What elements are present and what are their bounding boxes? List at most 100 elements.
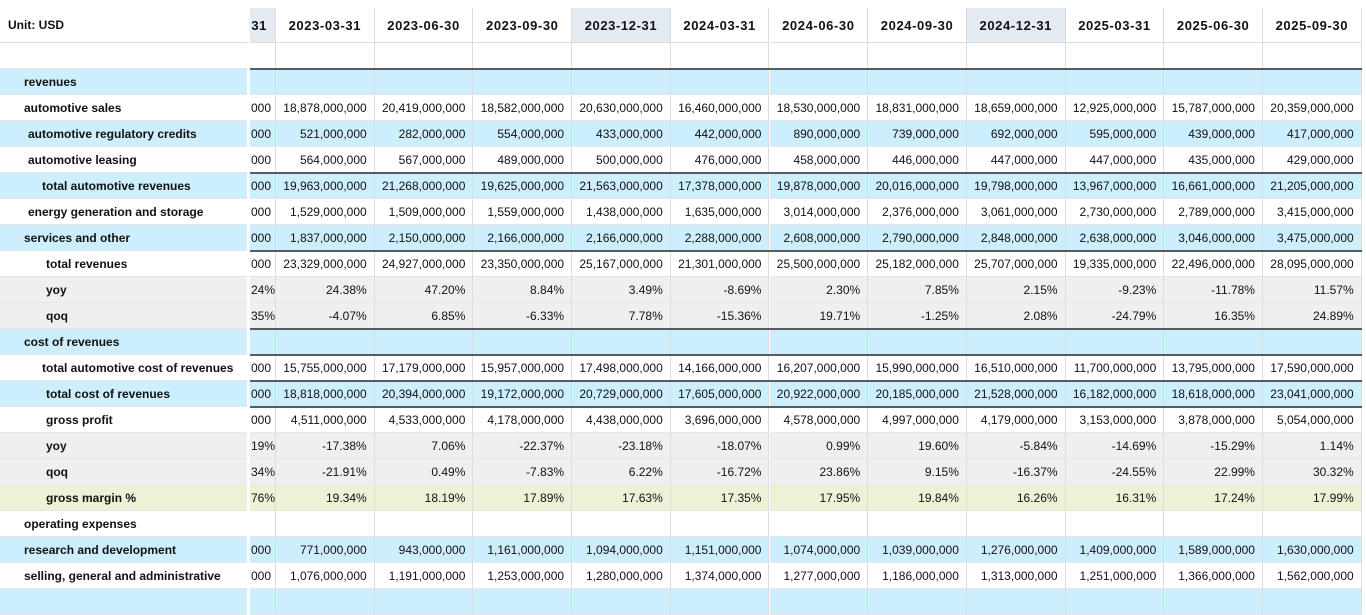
frozen-column-divider[interactable] bbox=[247, 0, 250, 591]
value-cell: 47.20% bbox=[374, 277, 474, 303]
value-cell: 433,000,000 bbox=[572, 121, 671, 147]
value-cell: 1,253,000,000 bbox=[473, 563, 573, 589]
value-cell bbox=[276, 511, 375, 537]
value-cell: 1,559,000,000 bbox=[473, 199, 573, 225]
value-cell: 22.99% bbox=[1164, 459, 1263, 485]
value-cell: 1,529,000,000 bbox=[276, 199, 375, 225]
table-row[interactable]: automotive leasing 000 564,000,000 567,000,… bbox=[0, 147, 1366, 173]
header-row: Unit: USD 31 2023-03-31 2023-06-30 2023-09-3… bbox=[0, 8, 1366, 43]
value-cell: 35% bbox=[250, 303, 276, 329]
value-cell: 11,700,000,000 bbox=[1065, 355, 1165, 381]
value-cell: 15,755,000,000 bbox=[276, 355, 375, 381]
value-cell bbox=[1065, 589, 1165, 615]
value-cell: 25,182,000,000 bbox=[868, 251, 967, 277]
value-cell: 476,000,000 bbox=[670, 147, 770, 173]
table-row[interactable]: total revenues 000 23,329,000,000 24,927,00… bbox=[0, 251, 1366, 277]
value-cell: 458,000,000 bbox=[769, 147, 869, 173]
value-cell: 1,409,000,000 bbox=[1065, 537, 1165, 563]
table-row[interactable]: yoy 19% -17.38% 7.06% -22.37% -23.18% -18.07% 0… bbox=[0, 433, 1366, 459]
value-cell: 17,378,000,000 bbox=[670, 173, 770, 199]
table-row[interactable]: revenues bbox=[0, 69, 1366, 95]
spacer-cell bbox=[250, 43, 276, 69]
column-header[interactable]: 2025-03-31 bbox=[1065, 8, 1165, 43]
table-row[interactable]: services and other 000 1,837,000,000 2,150,… bbox=[0, 225, 1366, 251]
value-cell: 20,630,000,000 bbox=[572, 95, 671, 121]
column-header[interactable]: 2023-03-31 bbox=[276, 8, 375, 43]
table-row[interactable]: energy generation and storage 000 1,529,00… bbox=[0, 199, 1366, 225]
table-row[interactable]: research and development 000 771,000,000 94… bbox=[0, 537, 1366, 563]
column-header[interactable]: 2024-06-30 bbox=[769, 8, 869, 43]
value-cell: 1,837,000,000 bbox=[276, 225, 375, 251]
value-cell: 20,394,000,000 bbox=[374, 381, 474, 407]
value-cell: -15.36% bbox=[670, 303, 770, 329]
table-row[interactable]: total automotive revenues 000 19,963,000,0… bbox=[0, 173, 1366, 199]
value-cell bbox=[572, 589, 671, 615]
value-cell: 21,301,000,000 bbox=[670, 251, 770, 277]
value-cell: 3,014,000,000 bbox=[769, 199, 869, 225]
table-row[interactable]: qoq 35% -4.07% 6.85% -6.33% 7.78% -15.36% 19.71… bbox=[0, 303, 1366, 329]
table-row[interactable]: gross profit 000 4,511,000,000 4,533,000,00… bbox=[0, 407, 1366, 433]
value-cell bbox=[769, 329, 869, 355]
column-header[interactable]: 2024-09-30 bbox=[868, 8, 967, 43]
value-cell: 1.14% bbox=[1263, 433, 1362, 459]
value-cell: 12,925,000,000 bbox=[1065, 95, 1165, 121]
row-label: energy generation and storage bbox=[0, 199, 247, 225]
value-cell: -8.69% bbox=[670, 277, 770, 303]
value-cell: 16.31% bbox=[1065, 485, 1165, 511]
value-cell: -5.84% bbox=[966, 433, 1066, 459]
value-cell: 18,831,000,000 bbox=[868, 95, 967, 121]
value-cell: 2,166,000,000 bbox=[473, 225, 573, 251]
table-row[interactable]: qoq 34% -21.91% 0.49% -7.83% 6.22% -16.72% 23.8… bbox=[0, 459, 1366, 485]
section-divider bbox=[250, 328, 1362, 330]
value-cell: 771,000,000 bbox=[276, 537, 375, 563]
value-cell: 18,530,000,000 bbox=[769, 95, 869, 121]
table-row[interactable]: operating expenses bbox=[0, 511, 1366, 537]
value-cell: 18.19% bbox=[374, 485, 474, 511]
value-cell: 19.71% bbox=[769, 303, 869, 329]
value-cell: 000 bbox=[250, 225, 276, 251]
value-cell: 1,366,000,000 bbox=[1164, 563, 1263, 589]
value-cell: 595,000,000 bbox=[1065, 121, 1165, 147]
table-row[interactable]: automotive regulatory credits 000 521,000,… bbox=[0, 121, 1366, 147]
table-row[interactable]: selling, general and administrative 000 1,… bbox=[0, 563, 1366, 589]
value-cell: -22.37% bbox=[473, 433, 573, 459]
spacer-cell bbox=[374, 43, 474, 69]
value-cell: 4,578,000,000 bbox=[769, 407, 869, 433]
value-cell: 000 bbox=[250, 537, 276, 563]
value-cell: 25,500,000,000 bbox=[769, 251, 869, 277]
value-cell: 000 bbox=[250, 173, 276, 199]
table-row[interactable]: gross margin % 76% 19.34% 18.19% 17.89% 17.63… bbox=[0, 485, 1366, 511]
table-row[interactable]: automotive sales 000 18,878,000,000 20,419,… bbox=[0, 95, 1366, 121]
value-cell: 1,374,000,000 bbox=[670, 563, 770, 589]
value-cell: 19,625,000,000 bbox=[473, 173, 573, 199]
value-cell bbox=[868, 589, 967, 615]
value-cell: 17.63% bbox=[572, 485, 671, 511]
column-header[interactable]: 2025-09-30 bbox=[1263, 8, 1362, 43]
column-header[interactable]: 2024-12-31 bbox=[966, 8, 1066, 43]
value-cell: 18,878,000,000 bbox=[276, 95, 375, 121]
value-cell: 2,608,000,000 bbox=[769, 225, 869, 251]
table-row[interactable] bbox=[0, 589, 1366, 615]
column-header[interactable]: 2023-06-30 bbox=[374, 8, 474, 43]
table-row[interactable]: cost of revenues bbox=[0, 329, 1366, 355]
value-cell: 1,276,000,000 bbox=[966, 537, 1066, 563]
value-cell: 16,510,000,000 bbox=[966, 355, 1066, 381]
value-cell: 000 bbox=[250, 381, 276, 407]
column-header[interactable]: 2023-09-30 bbox=[473, 8, 573, 43]
table-row[interactable]: total automotive cost of revenues 000 15,7… bbox=[0, 355, 1366, 381]
column-header[interactable]: 2024-03-31 bbox=[670, 8, 770, 43]
table-row[interactable]: yoy 24% 24.38% 47.20% 8.84% 3.49% -8.69% 2.30% 7… bbox=[0, 277, 1366, 303]
value-cell: 000 bbox=[250, 95, 276, 121]
column-header[interactable]: 2023-12-31 bbox=[572, 8, 671, 43]
value-cell: 19,335,000,000 bbox=[1065, 251, 1165, 277]
spacer-cell bbox=[1263, 43, 1362, 69]
value-cell: 16,460,000,000 bbox=[670, 95, 770, 121]
value-cell: 13,795,000,000 bbox=[1164, 355, 1263, 381]
column-header[interactable]: 31 bbox=[250, 8, 276, 43]
column-header[interactable]: 2025-06-30 bbox=[1164, 8, 1263, 43]
value-cell: 20,922,000,000 bbox=[769, 381, 869, 407]
value-cell: 4,511,000,000 bbox=[276, 407, 375, 433]
table-row[interactable]: total cost of revenues 000 18,818,000,000 2… bbox=[0, 381, 1366, 407]
value-cell: 4,178,000,000 bbox=[473, 407, 573, 433]
value-cell: 22,496,000,000 bbox=[1164, 251, 1263, 277]
